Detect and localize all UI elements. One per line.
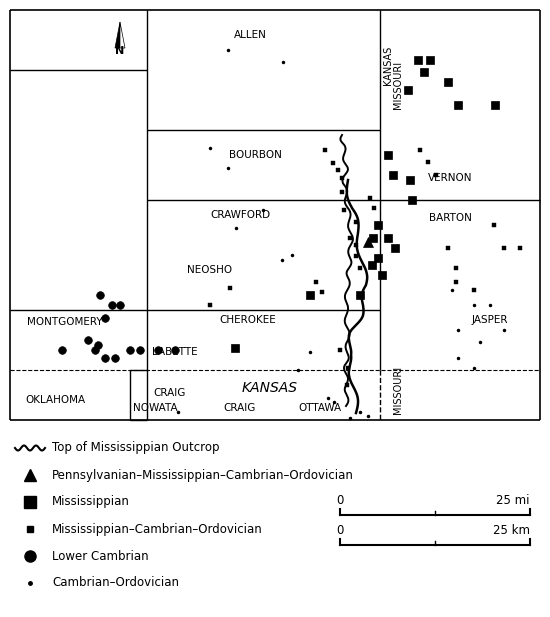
- Text: CRAIG: CRAIG: [154, 388, 186, 398]
- Text: KANSAS: KANSAS: [242, 381, 298, 395]
- Text: MISSOURI: MISSOURI: [393, 366, 403, 414]
- Text: Mississippian: Mississippian: [52, 495, 130, 508]
- Text: CHEROKEE: CHEROKEE: [219, 315, 276, 325]
- Text: Cambrian–Ordovician: Cambrian–Ordovician: [52, 576, 179, 589]
- Text: OKLAHOMA: OKLAHOMA: [25, 395, 85, 405]
- Text: BOURBON: BOURBON: [229, 150, 282, 160]
- Text: VERNON: VERNON: [428, 173, 472, 183]
- Text: JASPER: JASPER: [472, 315, 508, 325]
- Text: CRAIG: CRAIG: [224, 403, 256, 413]
- Text: Pennsylvanian–Mississippian–Cambrian–Ordovician: Pennsylvanian–Mississippian–Cambrian–Ord…: [52, 468, 354, 481]
- Text: KANSAS: KANSAS: [383, 46, 393, 85]
- Text: N: N: [116, 46, 125, 56]
- Text: BARTON: BARTON: [428, 213, 471, 223]
- Text: MISSOURI: MISSOURI: [393, 61, 403, 109]
- Polygon shape: [115, 22, 120, 48]
- Text: 25 mi: 25 mi: [497, 494, 530, 507]
- Text: OTTAWA: OTTAWA: [299, 403, 342, 413]
- Text: NEOSHO: NEOSHO: [188, 265, 233, 275]
- Text: Mississippian–Cambrian–Ordovician: Mississippian–Cambrian–Ordovician: [52, 523, 263, 536]
- Text: CRAWFORD: CRAWFORD: [210, 210, 270, 220]
- Polygon shape: [120, 22, 125, 48]
- Text: 0: 0: [336, 524, 344, 537]
- Text: Top of Mississippian Outcrop: Top of Mississippian Outcrop: [52, 442, 219, 455]
- Text: Lower Cambrian: Lower Cambrian: [52, 550, 148, 563]
- Text: MONTGOMERY: MONTGOMERY: [27, 317, 103, 327]
- Text: 0: 0: [336, 494, 344, 507]
- Text: 25 km: 25 km: [493, 524, 530, 537]
- Text: ALLEN: ALLEN: [234, 30, 266, 40]
- Text: NOWATA: NOWATA: [133, 403, 177, 413]
- Text: LABETTE: LABETTE: [152, 347, 198, 357]
